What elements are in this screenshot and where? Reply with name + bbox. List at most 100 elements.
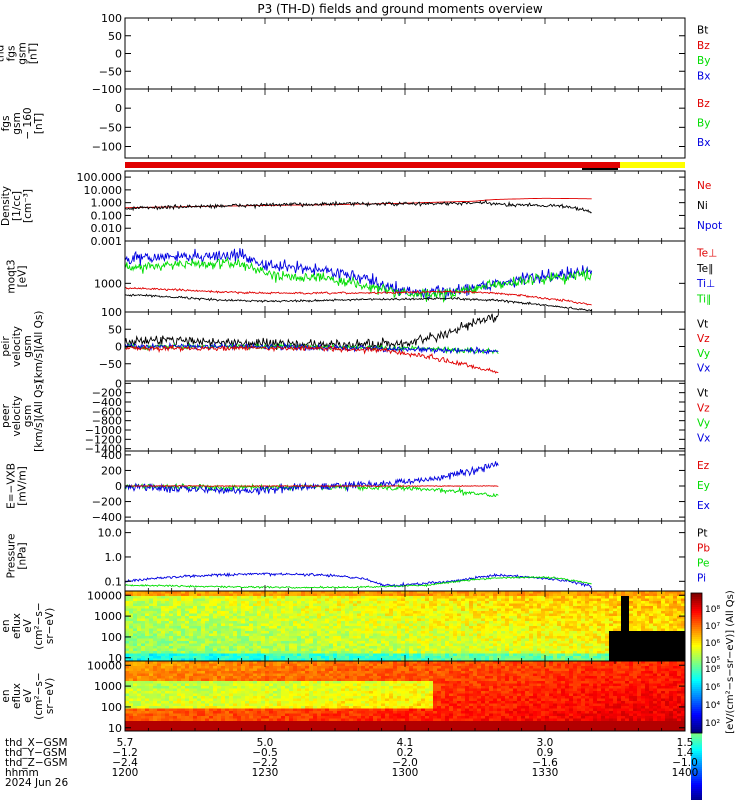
heatmap-cell — [325, 656, 330, 659]
heatmap-cell — [561, 616, 566, 619]
heatmap-cell — [657, 608, 662, 612]
heatmap-cell — [509, 658, 514, 662]
heatmap-cell — [633, 636, 638, 639]
heatmap-cell — [629, 613, 634, 617]
heatmap-cell — [233, 658, 238, 662]
heatmap-cell — [205, 618, 210, 622]
heatmap-cell — [465, 596, 470, 599]
heatmap-cell — [213, 593, 218, 597]
heatmap-cell — [133, 613, 138, 617]
heatmap-cell — [193, 613, 198, 617]
heatmap-cell — [497, 658, 502, 662]
heatmap-cell — [405, 636, 410, 639]
heatmap-cell — [337, 613, 342, 617]
heatmap-cell — [521, 638, 526, 642]
heatmap-cell — [677, 643, 682, 647]
heatmap-cell — [181, 623, 186, 627]
heatmap-cell — [353, 633, 358, 637]
y-tick-label: 10.0 — [98, 527, 123, 540]
heatmap-cell — [461, 621, 466, 624]
heatmap-cell — [253, 628, 258, 632]
heatmap-cell — [549, 621, 554, 624]
heatmap-cell — [673, 603, 678, 607]
heatmap-cell — [177, 686, 182, 689]
y-tick-label: −50 — [99, 358, 122, 371]
heatmap-cell — [629, 606, 634, 609]
heatmap-cell — [137, 708, 142, 712]
heatmap-cell — [389, 623, 394, 627]
heatmap-cell — [469, 591, 474, 594]
heatmap-cell — [637, 603, 642, 607]
heatmap-cell — [681, 621, 686, 624]
heatmap-cell — [197, 613, 202, 617]
heatmap-cell — [681, 606, 686, 609]
heatmap-cell — [521, 653, 526, 657]
heatmap-cell — [485, 636, 490, 639]
heatmap-cell — [397, 601, 402, 604]
heatmap-cell — [241, 648, 246, 652]
heatmap-cell — [541, 636, 546, 639]
heatmap-cell — [665, 633, 670, 637]
heatmap-cell — [149, 701, 154, 704]
heatmap-cell — [325, 636, 330, 639]
heatmap-cell — [149, 611, 154, 614]
heatmap-cell — [377, 638, 382, 642]
heatmap-cell — [361, 606, 366, 609]
heatmap-cell — [333, 643, 338, 647]
heatmap-cell — [289, 606, 294, 609]
heatmap-cell — [645, 618, 650, 622]
heatmap-cell — [237, 646, 242, 649]
heatmap-cell — [141, 681, 146, 684]
heatmap-cell — [205, 611, 210, 614]
heatmap-cell — [457, 656, 462, 659]
heatmap-cell — [469, 633, 474, 637]
heatmap-cell — [277, 633, 282, 637]
heatmap-cell — [261, 596, 266, 599]
heatmap-cell — [645, 591, 650, 594]
heatmap-cell — [657, 613, 662, 617]
heatmap-cell — [233, 636, 238, 639]
heatmap-cell — [445, 603, 450, 607]
heatmap-cell — [585, 593, 590, 597]
heatmap-cell — [173, 696, 178, 699]
heatmap-cell — [525, 611, 530, 614]
heatmap-cell — [197, 648, 202, 652]
heatmap-cell — [233, 653, 238, 657]
heatmap-cell — [365, 631, 370, 634]
heatmap-cell — [597, 598, 602, 602]
heatmap-cell — [405, 616, 410, 619]
heatmap-cell — [565, 616, 570, 619]
heatmap-cell — [649, 601, 654, 604]
heatmap-cell — [305, 606, 310, 609]
heatmap-cell — [341, 606, 346, 609]
heatmap-cell — [485, 596, 490, 599]
heatmap-cell — [441, 598, 446, 602]
heatmap-cell — [609, 593, 614, 597]
heatmap-cell — [505, 623, 510, 627]
heatmap-cell — [301, 606, 306, 609]
heatmap-cell — [517, 603, 522, 607]
heatmap-cell — [393, 618, 398, 622]
heatmap-cell — [421, 631, 426, 634]
heatmap-cell — [481, 658, 486, 662]
heatmap-cell — [381, 606, 386, 609]
heatmap-cell — [249, 648, 254, 652]
heatmap-cell — [157, 713, 162, 717]
heatmap-cell — [665, 616, 670, 619]
heatmap-cell — [141, 691, 146, 694]
heatmap-cell — [477, 641, 482, 644]
heatmap-cell — [553, 628, 558, 632]
heatmap-cell — [425, 643, 430, 647]
heatmap-cell — [345, 616, 350, 619]
heatmap-cell — [157, 623, 162, 627]
heatmap-cell — [345, 646, 350, 649]
heatmap-cell — [133, 678, 138, 682]
heatmap-cell — [673, 658, 678, 662]
heatmap-cell — [405, 591, 410, 594]
heatmap-cell — [165, 696, 170, 699]
heatmap-cell — [165, 691, 170, 694]
heatmap-cell — [321, 616, 326, 619]
heatmap-cell — [329, 628, 334, 632]
heatmap-cell — [161, 628, 166, 632]
heatmap-cell — [185, 613, 190, 617]
